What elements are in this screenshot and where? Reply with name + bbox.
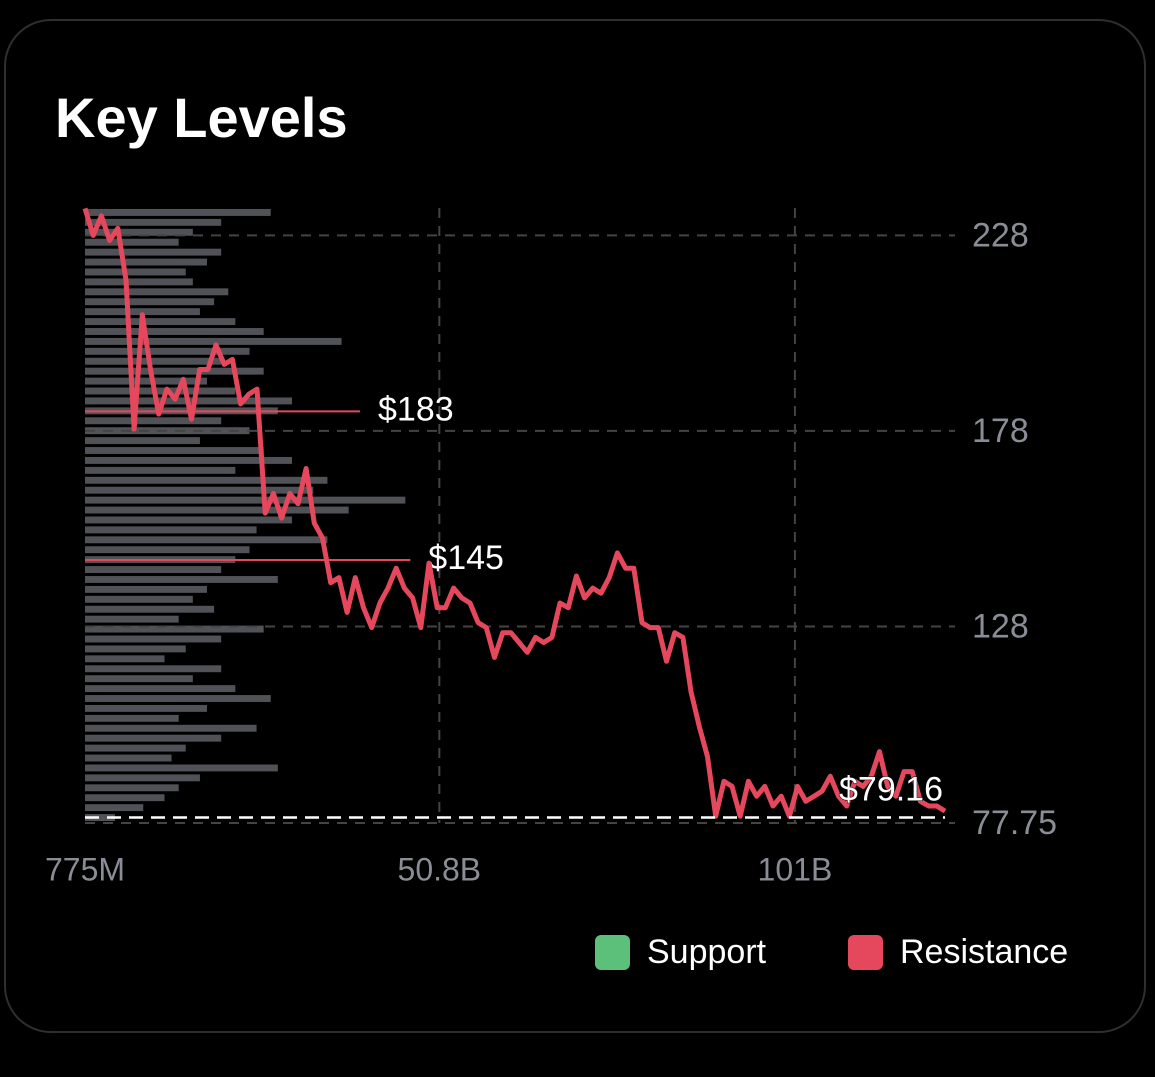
current-price-label: $79.16 [839, 770, 943, 808]
volume-bar [85, 576, 278, 583]
y-tick-label: 228 [972, 216, 1029, 254]
volume-bar [85, 377, 208, 385]
volume-bar [85, 615, 179, 623]
volume-bar [85, 357, 222, 365]
volume-bar [85, 526, 257, 534]
volume-bar [85, 288, 229, 296]
volume-bar [85, 655, 165, 663]
volume-bar [85, 566, 222, 574]
volume-bar [85, 704, 208, 712]
volume-bar [85, 248, 222, 256]
volume-bar [85, 784, 179, 792]
volume-bar [85, 278, 193, 286]
volume-bar [85, 585, 208, 593]
volume-bar [85, 774, 200, 782]
volume-bar [85, 447, 264, 454]
legend-swatch [848, 935, 883, 970]
x-tick-label: 101B [758, 851, 833, 887]
chart-title: Key Levels [55, 86, 348, 149]
x-tick-label: 50.8B [398, 851, 482, 887]
volume-bar [85, 754, 172, 762]
volume-bar [85, 308, 200, 316]
level-label: $145 [428, 539, 504, 577]
volume-bar [85, 496, 406, 504]
volume-bar [85, 814, 115, 821]
legend-label: Support [647, 933, 767, 971]
legend-label: Resistance [900, 933, 1068, 971]
volume-bar [85, 516, 293, 524]
volume-bar [85, 724, 257, 732]
volume-bar [85, 228, 193, 236]
volume-bar [85, 546, 250, 554]
volume-bar [85, 367, 264, 375]
volume-bar [85, 328, 264, 335]
volume-bar [85, 595, 193, 603]
volume-bar [85, 318, 236, 326]
volume-bar [85, 635, 222, 643]
volume-bar [85, 387, 236, 395]
volume-bar [85, 456, 293, 464]
volume-bar [85, 804, 144, 812]
volume-bar [85, 337, 342, 345]
volume-bar [85, 258, 208, 266]
volume-bar [85, 675, 193, 683]
volume-bar [85, 625, 264, 633]
card [4, 19, 1146, 1033]
y-tick-label: 128 [972, 607, 1029, 645]
volume-bar [85, 417, 222, 425]
volume-bar [85, 605, 215, 613]
volume-bar [85, 734, 222, 742]
volume-bar [85, 427, 250, 435]
x-tick-label: 775M [45, 851, 125, 887]
volume-bar [85, 347, 250, 355]
level-label: $183 [378, 390, 454, 428]
volume-bar [85, 714, 179, 722]
volume-bar [85, 209, 271, 216]
volume-bar [85, 536, 328, 544]
volume-bar [85, 665, 222, 673]
volume-bar [85, 298, 215, 306]
volume-bar [85, 764, 278, 772]
volume-bar [85, 685, 236, 693]
volume-bar [85, 506, 349, 514]
volume-bar [85, 486, 314, 494]
legend-swatch [595, 935, 630, 970]
volume-bar [85, 645, 186, 653]
volume-bar [85, 695, 271, 702]
volume-bar [85, 744, 186, 752]
volume-bar [85, 794, 165, 802]
price-line [82, 207, 947, 819]
volume-bar [85, 476, 328, 484]
y-tick-label: 77.75 [972, 804, 1057, 842]
volume-bar [85, 218, 222, 226]
volume-bar [85, 466, 236, 474]
volume-bar [85, 437, 200, 445]
y-tick-label: 178 [972, 412, 1029, 450]
volume-bar [85, 268, 186, 276]
volume-bar [85, 238, 179, 246]
